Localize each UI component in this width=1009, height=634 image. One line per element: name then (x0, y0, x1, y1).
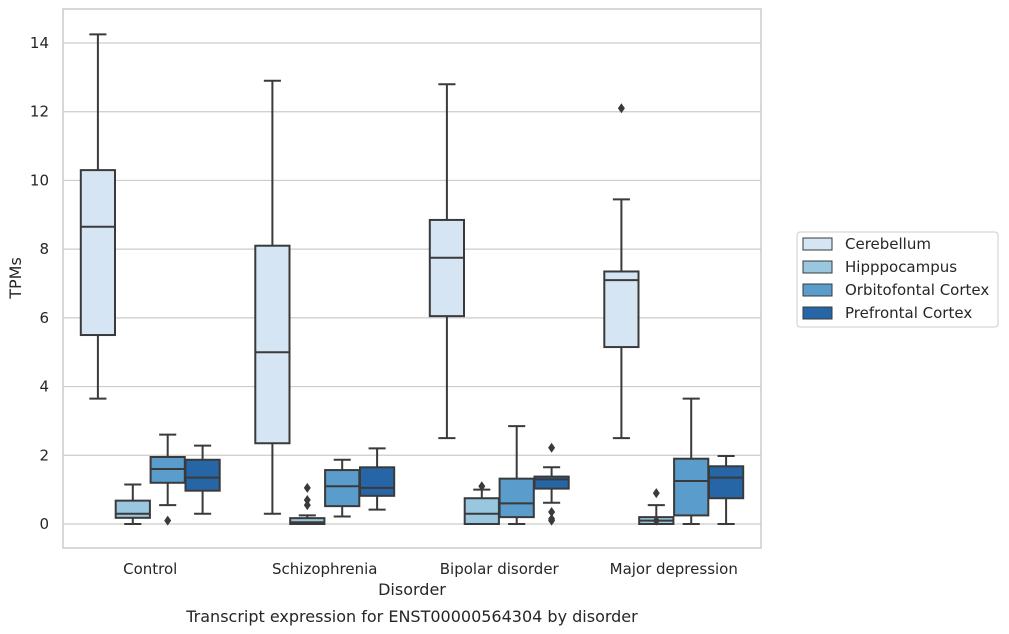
box-prefrontal-cortex-control (184, 444, 221, 515)
box-cerebellum-bipolar-disorder (428, 83, 466, 440)
outlier-point (478, 481, 486, 492)
box-hipppocampus-control (114, 483, 151, 525)
x-tick-labels: Control Schizophrenia Bipolar disorder Majo… (123, 560, 738, 578)
box-iqr (254, 244, 291, 445)
x-tick-label: Major depression (610, 560, 738, 578)
x-axis-title: Disorder (378, 580, 446, 599)
box-iqr (79, 169, 117, 337)
y-tick-label: 10 (30, 171, 49, 189)
y-tick-labels: 0 2 4 6 8 10 12 14 (30, 34, 49, 533)
box-iqr (289, 517, 326, 526)
outlier-point (303, 482, 311, 493)
box-cerebellum-control (79, 33, 117, 400)
box-orbitofontal-cortex-control (149, 433, 186, 526)
legend-frame (796, 231, 999, 328)
legend: Cerebellum Hipppocampus Orbitofontal Corte… (796, 231, 999, 328)
box-orbitofontal-cortex-schizophrenia (324, 458, 361, 518)
x-tick-label: Schizophrenia (272, 560, 377, 578)
box-iqr (358, 466, 396, 497)
outlier-point (652, 488, 660, 499)
legend-label: Cerebellum (845, 235, 931, 253)
x-tick-label: Bipolar disorder (440, 560, 560, 578)
y-tick-label: 4 (39, 378, 49, 396)
box-hipppocampus-bipolar-disorder (463, 481, 500, 526)
gridlines (63, 42, 761, 525)
plot-area-frame (62, 8, 762, 549)
outlier-point (303, 500, 311, 511)
y-tick-label: 12 (30, 103, 49, 121)
box-hipppocampus-major-depression (638, 488, 675, 526)
x-tick-label: Control (123, 560, 177, 578)
box-orbitofontal-cortex-bipolar-disorder (498, 425, 535, 525)
box-iqr (114, 499, 151, 519)
legend-swatch (802, 260, 833, 274)
boxes-layer (79, 33, 745, 526)
box-hipppocampus-schizophrenia (289, 482, 326, 526)
box-prefrontal-cortex-major-depression (707, 454, 745, 525)
box-iqr (463, 497, 500, 526)
y-tick-label: 8 (39, 240, 49, 258)
outlier-point (548, 513, 556, 524)
figure-caption: Transcript expression for ENST0000056430… (185, 607, 638, 626)
y-tick-label: 6 (39, 309, 49, 327)
box-cerebellum-major-depression (603, 103, 640, 440)
box-orbitofontal-cortex-major-depression (673, 397, 710, 525)
outlier-point (303, 494, 311, 505)
box-iqr (184, 458, 221, 492)
legend-label: Orbitofontal Cortex (845, 281, 989, 299)
box-iqr (498, 477, 535, 519)
outlier-point (164, 515, 172, 526)
legend-label: Hipppocampus (845, 258, 957, 276)
box-prefrontal-cortex-bipolar-disorder (533, 442, 570, 526)
legend-label: Prefrontal Cortex (845, 304, 972, 322)
box-iqr (673, 457, 710, 517)
outlier-point (652, 515, 660, 526)
box-iqr (707, 465, 745, 500)
y-tick-label: 14 (30, 34, 49, 52)
box-prefrontal-cortex-schizophrenia (358, 447, 396, 511)
y-tick-label: 2 (39, 446, 49, 464)
y-axis-title: TPMs (6, 257, 25, 300)
legend-swatch (802, 306, 833, 320)
legend-swatch (802, 237, 833, 251)
outlier-point (617, 103, 625, 114)
outlier-point (548, 442, 556, 453)
outlier-point (548, 506, 556, 517)
legend-swatch (802, 283, 833, 297)
box-cerebellum-schizophrenia (254, 79, 291, 515)
box-iqr (603, 270, 640, 349)
box-iqr (324, 469, 361, 508)
y-tick-label: 0 (39, 515, 49, 533)
box-iqr (428, 218, 466, 318)
